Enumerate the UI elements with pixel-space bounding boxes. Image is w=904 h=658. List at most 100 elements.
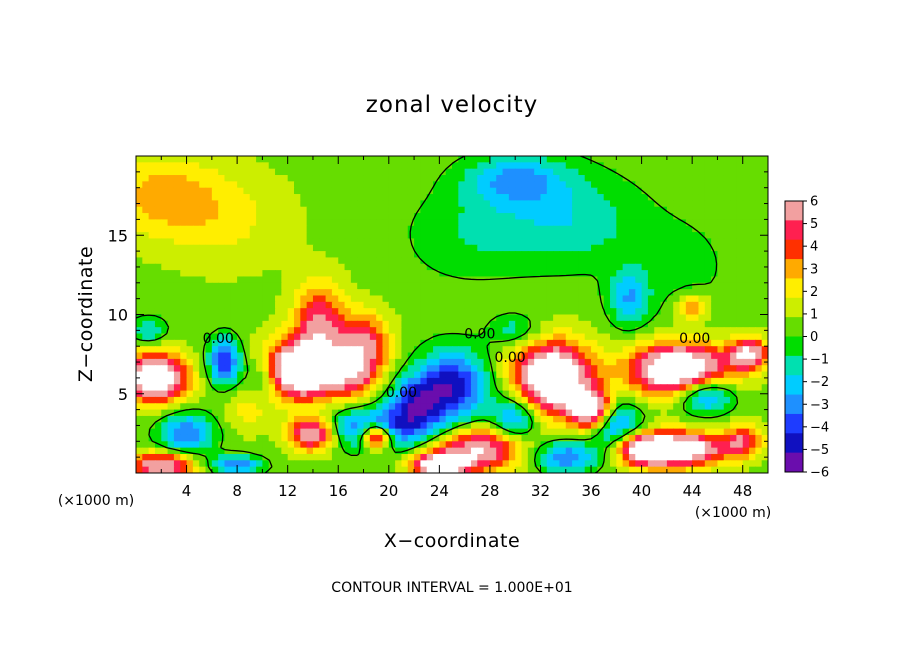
- field-cell: [603, 466, 611, 473]
- field-cell: [256, 156, 263, 163]
- field-cell: [704, 339, 712, 347]
- field-cell: [161, 339, 169, 347]
- field-cell: [717, 371, 725, 379]
- field-cell: [338, 327, 346, 335]
- field-cell: [540, 276, 548, 284]
- field-cell: [218, 181, 226, 189]
- field-cell: [350, 168, 358, 176]
- field-cell: [540, 365, 548, 373]
- field-cell: [154, 415, 162, 423]
- field-cell: [508, 251, 516, 259]
- field-cell: [489, 352, 497, 360]
- field-cell: [350, 346, 358, 354]
- field-cell: [717, 441, 725, 449]
- field-cell: [749, 295, 756, 303]
- field-cell: [540, 371, 548, 379]
- field-cell: [388, 175, 396, 182]
- field-cell: [148, 308, 156, 316]
- field-cell: [477, 339, 485, 347]
- field-cell: [199, 441, 207, 449]
- field-cell: [679, 390, 687, 398]
- field-cell: [319, 251, 327, 259]
- field-cell: [717, 244, 725, 252]
- field-cell: [148, 352, 156, 360]
- field-cell: [300, 365, 308, 373]
- field-cell: [527, 244, 535, 252]
- field-cell: [698, 175, 706, 182]
- field-cell: [458, 447, 466, 455]
- field-cell: [369, 232, 377, 240]
- field-cell: [742, 320, 750, 328]
- field-cell: [635, 460, 643, 468]
- field-cell: [180, 314, 188, 322]
- field-cell: [553, 244, 561, 252]
- field-cell: [749, 447, 756, 455]
- field-cell: [603, 384, 611, 392]
- field-cell: [300, 270, 308, 278]
- field-cell: [350, 156, 358, 163]
- field-cell: [546, 301, 554, 309]
- field-cell: [420, 333, 428, 341]
- field-cell: [761, 409, 768, 417]
- field-cell: [376, 270, 384, 278]
- field-cell: [218, 358, 226, 366]
- field-cell: [761, 352, 768, 360]
- field-cell: [319, 358, 327, 366]
- field-cell: [230, 225, 238, 233]
- field-cell: [199, 206, 207, 214]
- field-cell: [180, 156, 188, 163]
- field-cell: [673, 219, 681, 227]
- field-cell: [464, 396, 472, 404]
- field-cell: [647, 384, 655, 392]
- field-cell: [300, 194, 308, 201]
- field-cell: [256, 194, 263, 201]
- field-cell: [685, 276, 693, 284]
- field-cell: [224, 225, 232, 233]
- field-cell: [338, 371, 346, 379]
- field-cell: [723, 346, 731, 354]
- field-cell: [489, 415, 497, 423]
- field-cell: [755, 390, 763, 398]
- field-cell: [572, 156, 579, 163]
- field-cell: [199, 339, 207, 347]
- field-cell: [199, 403, 207, 411]
- field-cell: [173, 289, 181, 297]
- field-cell: [761, 441, 768, 449]
- field-cell: [666, 346, 674, 354]
- field-cell: [622, 206, 630, 214]
- field-cell: [470, 434, 478, 442]
- field-cell: [597, 289, 605, 297]
- field-cell: [433, 194, 440, 201]
- field-cell: [256, 244, 263, 252]
- field-cell: [445, 390, 453, 398]
- field-cell: [211, 409, 219, 417]
- field-cell: [755, 415, 763, 423]
- field-cell: [761, 206, 768, 214]
- field-cell: [755, 346, 763, 354]
- field-cell: [685, 238, 693, 246]
- field-cell: [730, 352, 737, 360]
- field-cell: [540, 251, 548, 259]
- field-cell: [331, 162, 339, 170]
- field-cell: [338, 206, 346, 214]
- field-cell: [218, 308, 226, 316]
- field-cell: [477, 168, 485, 176]
- field-cell: [685, 187, 693, 195]
- field-cell: [527, 200, 535, 208]
- field-cell: [325, 200, 333, 208]
- field-cell: [312, 289, 320, 297]
- field-cell: [489, 358, 497, 366]
- field-cell: [616, 339, 624, 347]
- field-cell: [496, 314, 504, 322]
- field-cell: [458, 308, 466, 316]
- field-cell: [312, 282, 320, 290]
- field-cell: [325, 206, 333, 214]
- field-cell: [692, 162, 700, 170]
- field-cell: [319, 333, 327, 341]
- field-cell: [161, 295, 169, 303]
- field-cell: [622, 466, 630, 473]
- field-cell: [312, 225, 320, 233]
- field-cell: [736, 453, 744, 461]
- field-cell: [205, 295, 213, 303]
- field-cell: [622, 225, 630, 233]
